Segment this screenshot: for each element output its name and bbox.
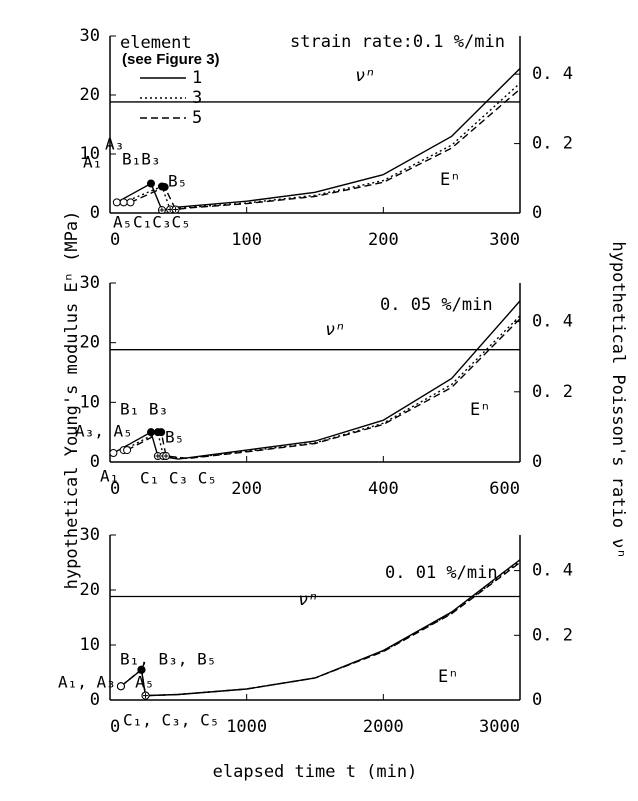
panel-title: 0. 05 %/min (380, 295, 493, 315)
point-cross (163, 453, 169, 459)
series-line (126, 318, 521, 460)
point-cross (173, 206, 179, 212)
y2-tick-label: 0. 4 (532, 64, 573, 84)
e-label: Eⁿ (440, 170, 460, 190)
x-tick-label: 300 (489, 230, 520, 250)
x-tick-label: 400 (368, 479, 399, 499)
y2-tick-label: 0 (532, 690, 542, 710)
point-label: C₁, C₃, C₅ (123, 711, 219, 730)
y-tick-label: 30 (80, 525, 100, 545)
x-tick-label: 600 (489, 479, 520, 499)
point-label: A₁, A₃, A₅ (58, 673, 154, 692)
legend-title: element (120, 33, 192, 53)
y-tick-label: 0 (90, 203, 100, 223)
point-label: A₃ (105, 135, 124, 154)
e-label: Eⁿ (438, 667, 458, 687)
x-tick-label: 100 (231, 230, 262, 250)
legend-label: 5 (192, 108, 202, 128)
x-tick-label: 0 (110, 230, 120, 250)
point-label: A₃, A₅ (75, 422, 133, 441)
x-tick-label: 0 (110, 717, 120, 737)
legend-label: 1 (192, 68, 202, 88)
series-line (113, 300, 521, 460)
x-tick-label: 200 (231, 479, 262, 499)
y2-axis-label: hypothetical Poisson's ratio νⁿ (608, 241, 628, 558)
y2-tick-label: 0. 4 (532, 561, 573, 581)
y2-tick-label: 0. 2 (532, 625, 573, 645)
series-line (130, 88, 521, 211)
y-tick-label: 10 (80, 392, 100, 412)
e-label: Eⁿ (470, 400, 490, 420)
point-marker (137, 665, 146, 674)
x-tick-label: 1000 (226, 717, 267, 737)
x-tick-label: 0 (110, 479, 120, 499)
y-tick-label: 30 (80, 26, 100, 46)
point-marker (116, 682, 125, 691)
series-line (116, 67, 521, 211)
point-label: C₁C₃C₅ (133, 213, 191, 232)
y2-tick-label: 0. 4 (532, 312, 573, 332)
point-marker (126, 198, 135, 207)
point-marker (119, 198, 128, 207)
point-marker (160, 183, 169, 192)
y-tick-label: 0 (90, 690, 100, 710)
y-tick-label: 10 (80, 144, 100, 164)
nu-label: νⁿ (355, 66, 375, 86)
y-tick-label: 20 (80, 85, 100, 105)
legend-subtitle: (see Figure 3) (122, 51, 220, 68)
point-label: B₅ (165, 428, 184, 447)
point-label: B₁ B₃ (120, 400, 168, 419)
x-tick-label: 3000 (479, 717, 520, 737)
point-label: B₁B₃ (122, 150, 161, 169)
point-label: B₁, B₃, B₅ (120, 650, 216, 669)
x-tick-label: 200 (368, 230, 399, 250)
y2-tick-label: 0. 2 (532, 382, 573, 402)
point-marker (112, 198, 121, 207)
series-line (120, 561, 521, 697)
nu-label: νⁿ (325, 320, 345, 340)
point-marker (147, 428, 155, 437)
y-tick-label: 30 (80, 273, 100, 293)
point-cross (159, 207, 165, 213)
y-tick-label: 20 (80, 580, 100, 600)
nu-label: νⁿ (298, 590, 318, 610)
point-label: A₅ (113, 213, 132, 232)
y2-tick-label: 0 (532, 203, 542, 223)
y-axis-label: hypothetical Young's modulus Eⁿ (MPa) (62, 211, 82, 590)
point-marker (147, 179, 155, 188)
y-tick-label: 20 (80, 333, 100, 353)
y2-tick-label: 0. 2 (532, 134, 573, 154)
y2-tick-label: 0 (532, 452, 542, 472)
point-marker (123, 446, 132, 455)
point-marker (157, 428, 166, 437)
legend-label: 3 (192, 88, 202, 108)
point-label: A₁ (100, 467, 119, 486)
x-tick-label: 2000 (363, 717, 404, 737)
panel-title: strain rate:0.1 %/min (290, 32, 505, 52)
point-label: B₅ (168, 172, 187, 191)
point-label: C₁ C₃ C₅ (140, 469, 217, 488)
y-tick-label: 10 (80, 635, 100, 655)
point-cross (143, 693, 149, 699)
panel-title: 0. 01 %/min (385, 563, 498, 583)
point-marker (109, 449, 118, 458)
x-axis-label: elapsed time t (min) (213, 762, 418, 782)
y-tick-label: 0 (90, 452, 100, 472)
point-label: A₁ (83, 153, 102, 172)
